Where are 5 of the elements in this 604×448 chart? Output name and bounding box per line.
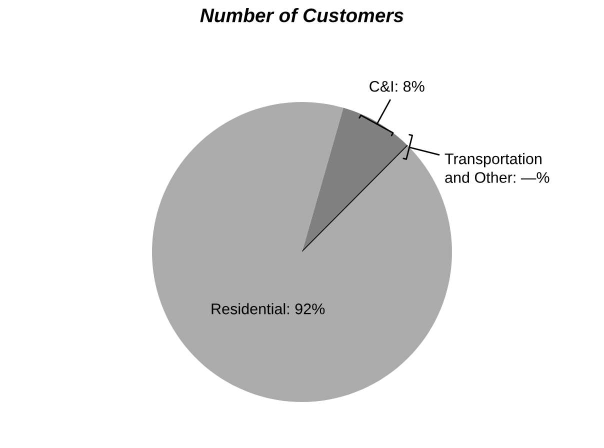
- chart-title: Number of Customers: [200, 8, 404, 22]
- pie-slice: [302, 108, 408, 252]
- slice-label: Residential: 92%: [212, 303, 325, 314]
- category-label: Transportation and Other: —%: [444, 153, 550, 183]
- slice-label: C&I: 8%: [370, 80, 424, 92]
